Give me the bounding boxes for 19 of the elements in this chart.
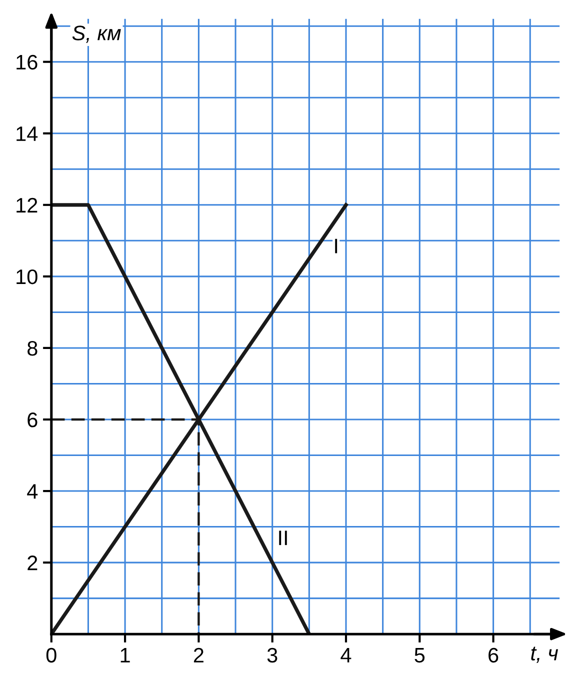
y-tick-label: 16 xyxy=(16,54,38,70)
y-tick-label: 14 xyxy=(16,126,38,141)
y-tick-label: 10 xyxy=(16,269,38,284)
x-tick-label: 6 xyxy=(488,648,498,663)
x-tick-label: 1 xyxy=(120,648,130,662)
y-tick-label: 2 xyxy=(28,556,38,570)
y-tick-label: 8 xyxy=(28,340,38,356)
x-axis-title: t, ч xyxy=(531,646,558,663)
y-tick-label: 4 xyxy=(27,484,38,499)
x-tick-label: 2 xyxy=(194,648,204,662)
annotation: I xyxy=(335,238,338,254)
y-tick-label: 6 xyxy=(28,412,38,428)
x-tick-label: 4 xyxy=(340,648,352,662)
x-tick-label: 3 xyxy=(267,648,278,663)
y-axis-title: S, км xyxy=(72,26,121,43)
x-tick-label: 0 xyxy=(46,648,56,663)
x-tick-label: 5 xyxy=(414,648,425,663)
annotation: II xyxy=(279,530,287,546)
y-tick-label: 12 xyxy=(16,198,38,212)
